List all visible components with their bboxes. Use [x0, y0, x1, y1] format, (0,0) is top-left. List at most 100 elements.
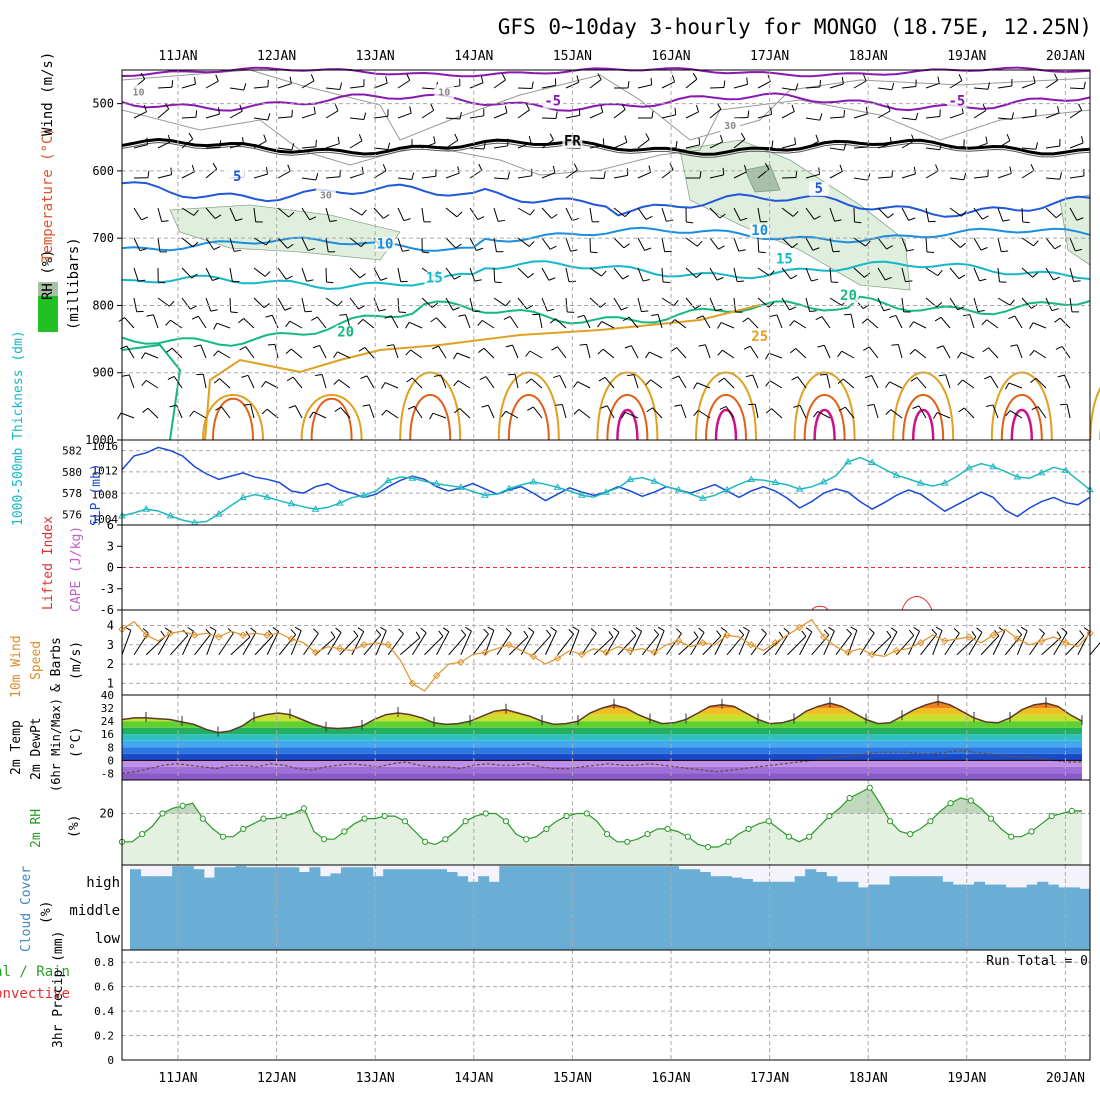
wind-barb: [469, 297, 474, 312]
wind-barb: [725, 406, 735, 419]
high-cloud-bar: [984, 884, 996, 893]
wind-barb-flag: [863, 346, 870, 351]
wind-barb: [541, 267, 550, 281]
thickness-label: 1000-500mb Thickness (dm): [11, 330, 26, 526]
wind-barb: [277, 147, 292, 151]
wind-barb: [266, 631, 280, 655]
wind-barb: [628, 316, 639, 329]
rh-marker: [240, 825, 247, 833]
wind-barb: [853, 113, 868, 119]
wind-barb-flag: [1057, 374, 1065, 378]
wind-barb-flag: [288, 405, 296, 409]
wind-barb-flag: [765, 408, 772, 414]
slp-marker: [989, 462, 998, 470]
wind-barb: [969, 314, 975, 329]
wind-barb-flag: [841, 76, 844, 84]
wind-barb-flag: [590, 251, 598, 254]
wind-barb-flag: [555, 111, 558, 119]
wind-barb: [916, 377, 927, 389]
wind-barb-flag: [815, 316, 823, 321]
contour-label-bg: [315, 187, 336, 202]
temp-tick-label: 40: [101, 689, 114, 702]
wind-barb: [481, 319, 495, 329]
contour-label: 10: [438, 88, 450, 99]
wind-barb: [586, 344, 591, 359]
wind-barb: [265, 380, 279, 389]
high-cloud-bar: [435, 869, 447, 893]
wind-barb-flag: [1055, 213, 1062, 219]
slp-marker: [360, 491, 368, 498]
wind-barb: [541, 84, 556, 89]
wind-barb-flag: [291, 143, 295, 151]
wind-barb: [124, 317, 135, 329]
slp-marker: [287, 499, 296, 507]
wind-barb-flag: [551, 213, 558, 219]
wind-barb-flag: [669, 163, 674, 170]
wind-barb-flag: [695, 272, 703, 278]
high-cloud-bar: [425, 869, 437, 893]
wind-barb: [1069, 297, 1073, 312]
wind-barb: [823, 630, 835, 655]
freezing-contour-2: [121, 141, 1091, 158]
wind-barb-flag: [478, 347, 485, 353]
wind-barb-flag: [1083, 81, 1086, 89]
wind-barb: [709, 108, 722, 119]
wind-barb: [625, 411, 639, 419]
wind-barb: [637, 171, 651, 179]
rh-marker: [219, 833, 227, 840]
wind-barb: [661, 297, 675, 307]
wind-barb: [517, 297, 528, 310]
wind-barb-flag: [442, 627, 450, 633]
wind-barb: [823, 345, 831, 359]
wind-barb-flag: [644, 247, 652, 251]
wind-barb: [997, 117, 1012, 120]
wind-barb: [868, 346, 879, 359]
high-cloud-bar: [710, 876, 722, 893]
precip-panel: 0 0.2 0.4 0.6 0.8: [94, 949, 1091, 1067]
wind-barb-flag: [1033, 240, 1039, 247]
wind-barb: [217, 350, 231, 359]
high-cloud-bar: [900, 876, 912, 893]
wind-barb: [303, 633, 319, 656]
wind-barb-flag: [791, 104, 795, 112]
wind-barb-flag: [957, 379, 963, 386]
wind-barb: [1045, 112, 1060, 119]
plus30-contour: [803, 394, 846, 441]
wind-barb: [781, 110, 795, 119]
wind-barb: [1016, 630, 1028, 655]
wind-speed-marker: [384, 641, 392, 649]
wind-barb: [349, 85, 364, 89]
wind-barb: [126, 345, 135, 359]
contour-label: -5: [544, 94, 561, 110]
wind-barb-flag: [959, 242, 967, 248]
wind-barb: [835, 633, 852, 656]
contour-label-bg: [838, 289, 859, 304]
wind-barb: [128, 374, 135, 389]
rh2m-label: 2m RH: [29, 809, 44, 848]
wind-barb-flag: [891, 627, 898, 633]
plus30-contour: [1000, 394, 1043, 441]
wind-barb-flag: [792, 211, 799, 217]
wind-barb: [145, 636, 166, 656]
wind-barb: [829, 237, 834, 252]
wind-barb-flag: [550, 626, 557, 632]
wind-barb-flag: [455, 243, 462, 249]
contour-label-bg: [424, 271, 445, 286]
wind-barb-flag: [1073, 280, 1081, 283]
wind-barb-flag: [789, 306, 797, 311]
wind-barb: [771, 408, 783, 419]
wind-barb: [509, 316, 519, 329]
wind-barb-flag: [169, 404, 177, 408]
wind-barb-flag: [212, 277, 220, 281]
wind-barb: [633, 374, 639, 389]
wind-barb-flag: [337, 136, 340, 144]
wind-barb: [373, 297, 380, 312]
contour-label-bg: [749, 223, 770, 238]
wind-speed-marker: [578, 650, 586, 659]
wind-barb-flag: [936, 345, 944, 349]
lifted-index-tick-label: 0: [107, 561, 114, 575]
wind-barb: [920, 633, 938, 656]
wind-barb-flag: [911, 134, 915, 142]
svg-text:Temperature (°C): Temperature (°C): [40, 127, 56, 262]
wind-barb: [170, 319, 183, 329]
